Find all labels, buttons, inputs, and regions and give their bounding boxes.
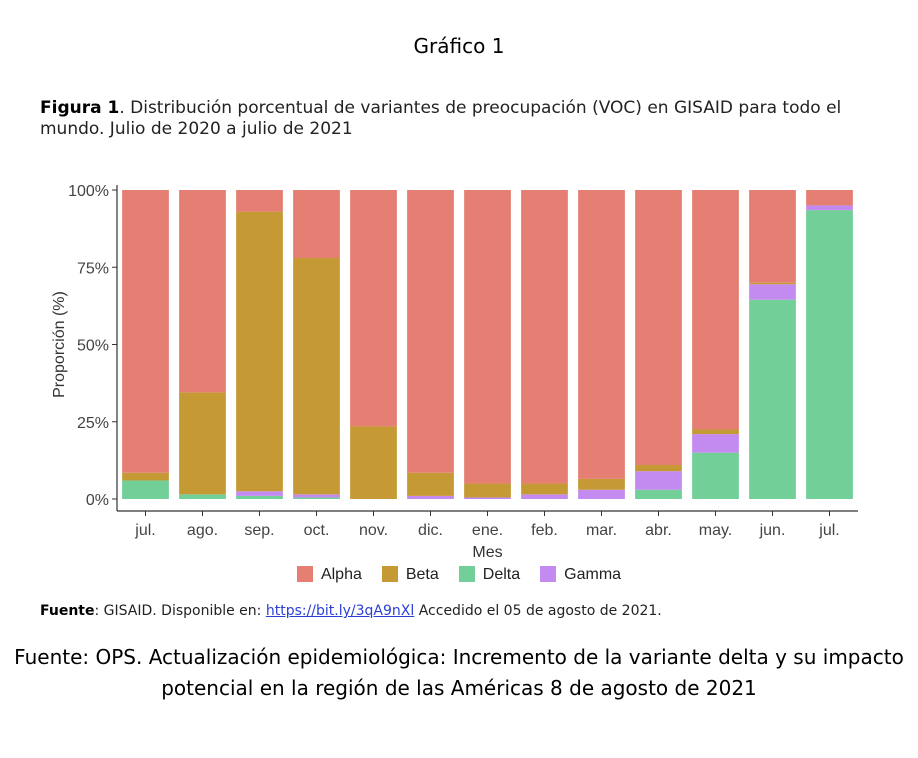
figure-source: Fuente: GISAID. Disponible en: https://b… xyxy=(40,603,662,619)
page-top-title: Gráfico 1 xyxy=(413,34,505,58)
chart-legend: Alpha Beta Delta Gamma xyxy=(0,566,918,584)
source-label: Fuente xyxy=(40,603,95,619)
x-tick-label: mar. xyxy=(586,522,617,539)
bar-segment-alpha xyxy=(521,190,568,484)
bar-segment-delta xyxy=(806,210,853,499)
y-tick-label: 25% xyxy=(77,415,109,432)
footer-line-1: Fuente: OPS. Actualización epidemiológic… xyxy=(14,645,904,669)
bar-segment-gamma xyxy=(464,497,511,499)
figure-caption-text: . Distribución porcentual de variantes d… xyxy=(40,98,842,139)
bar-segment-alpha xyxy=(179,190,226,393)
source-text-after: Accedido el 05 de agosto de 2021. xyxy=(414,603,662,619)
legend-label: Gamma xyxy=(564,566,622,583)
bar-segment-delta xyxy=(236,495,283,499)
figure-label: Figura 1 xyxy=(40,98,120,118)
source-text-before: : GISAID. Disponible en: xyxy=(94,603,266,619)
bar-segment-beta xyxy=(236,211,283,492)
source-link[interactable]: https://bit.ly/3qA9nXl xyxy=(265,603,415,619)
x-tick-label: jul. xyxy=(818,522,839,539)
legend-label: Beta xyxy=(405,566,439,583)
page-footer: Fuente: OPS. Actualización epidemiológic… xyxy=(0,642,918,704)
x-tick-label: oct. xyxy=(304,522,330,539)
x-tick-label: ene. xyxy=(472,522,503,539)
bar-segment-alpha xyxy=(293,190,340,258)
bar-segment-beta xyxy=(578,478,625,490)
bar-segment-alpha xyxy=(407,190,454,473)
y-tick-label: 100% xyxy=(68,183,109,200)
bar-segment-alpha xyxy=(350,190,397,427)
bar-segment-alpha xyxy=(464,190,511,484)
legend-label: Alpha xyxy=(320,566,362,583)
y-tick-label: 50% xyxy=(77,338,109,355)
bar-segment-beta xyxy=(692,429,739,435)
legend-label: Delta xyxy=(482,566,521,583)
legend-item-delta: Delta xyxy=(458,566,521,584)
legend-swatch xyxy=(296,566,313,582)
bar-segment-gamma xyxy=(521,494,568,499)
bar-segment-beta xyxy=(350,426,397,499)
legend-item-beta: Beta xyxy=(381,566,439,584)
bar-segment-delta xyxy=(692,452,739,499)
y-axis-title: Proporción (%) xyxy=(51,291,68,398)
bar-segment-delta xyxy=(635,489,682,499)
y-tick-label: 0% xyxy=(86,492,109,509)
bar-segment-alpha xyxy=(806,190,853,206)
bar-segment-beta xyxy=(407,472,454,496)
bar-segment-delta xyxy=(749,299,796,499)
x-tick-label: abr. xyxy=(645,522,672,539)
bar-segment-gamma xyxy=(635,471,682,490)
bar-segment-alpha xyxy=(635,190,682,466)
x-tick-label: nov. xyxy=(359,522,388,539)
legend-swatch xyxy=(381,566,398,582)
y-tick-label: 75% xyxy=(77,260,109,277)
bar-segment-delta xyxy=(122,480,169,499)
bar-segment-beta xyxy=(179,392,226,495)
x-tick-label: dic. xyxy=(418,522,443,539)
bar-segment-gamma xyxy=(407,495,454,499)
bar-segment-beta xyxy=(749,282,796,285)
x-tick-label: feb. xyxy=(531,522,558,539)
legend-swatch xyxy=(458,566,475,582)
stacked-bar-chart: 0% 25% 50% 75% 100% jul. ago. sep. oct. nov. dic. e… xyxy=(51,183,858,561)
bar-segment-delta xyxy=(179,494,226,499)
bar-segment-beta xyxy=(464,483,511,498)
x-tick-label: ago. xyxy=(187,522,218,539)
bar-segment-gamma xyxy=(236,491,283,496)
bar-segment-gamma xyxy=(806,205,853,211)
bar-segment-alpha xyxy=(122,190,169,473)
bar-segment-alpha xyxy=(749,190,796,283)
bar-segment-delta xyxy=(293,497,340,499)
bar-segment-beta xyxy=(293,257,340,495)
x-tick-label: jun. xyxy=(759,522,786,539)
bar-segment-alpha xyxy=(236,190,283,212)
bar-segment-beta xyxy=(635,465,682,472)
footer-line-2: potencial en la región de las Américas 8… xyxy=(161,676,757,700)
legend-item-alpha: Alpha xyxy=(296,566,362,584)
figure-caption: Figura 1. Distribución porcentual de var… xyxy=(40,98,880,140)
legend-swatch xyxy=(540,566,557,582)
bar-segment-beta xyxy=(122,472,169,481)
bar-segment-gamma xyxy=(293,494,340,498)
x-axis-title: Mes xyxy=(472,544,502,561)
bar-segment-gamma xyxy=(749,284,796,300)
bar-segment-gamma xyxy=(692,434,739,453)
bar-segment-alpha xyxy=(578,190,625,479)
bar-segment-alpha xyxy=(692,190,739,430)
bar-segment-beta xyxy=(521,483,568,495)
bar-segment-gamma xyxy=(578,489,625,499)
x-tick-label: jul. xyxy=(134,522,155,539)
x-tick-label: sep. xyxy=(244,522,274,539)
x-tick-label: may. xyxy=(699,522,732,539)
legend-item-gamma: Gamma xyxy=(540,566,621,584)
